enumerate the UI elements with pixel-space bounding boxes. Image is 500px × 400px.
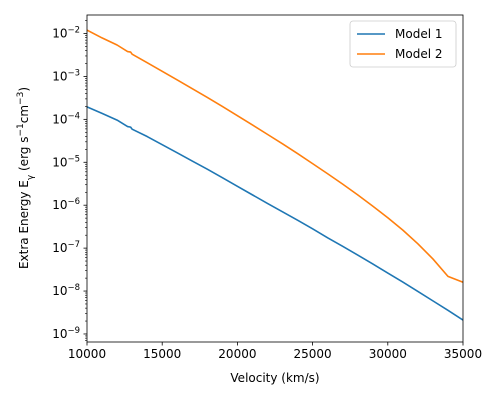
x-axis-label: Velocity (km/s) (230, 371, 319, 385)
x-tick-label: 35000 (444, 347, 482, 361)
legend-label-1: Model 1 (395, 27, 442, 41)
y-tick-label: 10−7 (52, 240, 80, 255)
x-tick-label: 20000 (218, 347, 256, 361)
x-tick-label: 10000 (68, 347, 106, 361)
x-tick-label: 15000 (143, 347, 181, 361)
y-tick-label: 10−2 (52, 26, 80, 41)
legend-label-2: Model 2 (395, 47, 442, 61)
x-tick-label: 30000 (369, 347, 407, 361)
legend: Model 1 Model 2 (349, 20, 457, 68)
series-line-2 (87, 29, 463, 284)
y-tick-label: 10−8 (52, 283, 80, 298)
axes-frame (86, 14, 464, 343)
axes: 10000 15000 20000 25000 30000 35000 10−9 10−8 10… (52, 14, 482, 361)
y-tick-label: 10−9 (52, 326, 80, 341)
plot-area (87, 29, 463, 321)
y-axis-label: Extra Energy Eγ (erg s−1cm−3) (16, 87, 36, 269)
y-tick-label: 10−5 (52, 154, 80, 169)
y-tick-label: 10−3 (52, 68, 80, 83)
series-line-1 (87, 106, 463, 321)
x-tick-label: 25000 (294, 347, 332, 361)
y-tick-label: 10−4 (52, 111, 80, 126)
legend-box (349, 20, 457, 68)
y-tick-label: 10−6 (52, 197, 80, 212)
